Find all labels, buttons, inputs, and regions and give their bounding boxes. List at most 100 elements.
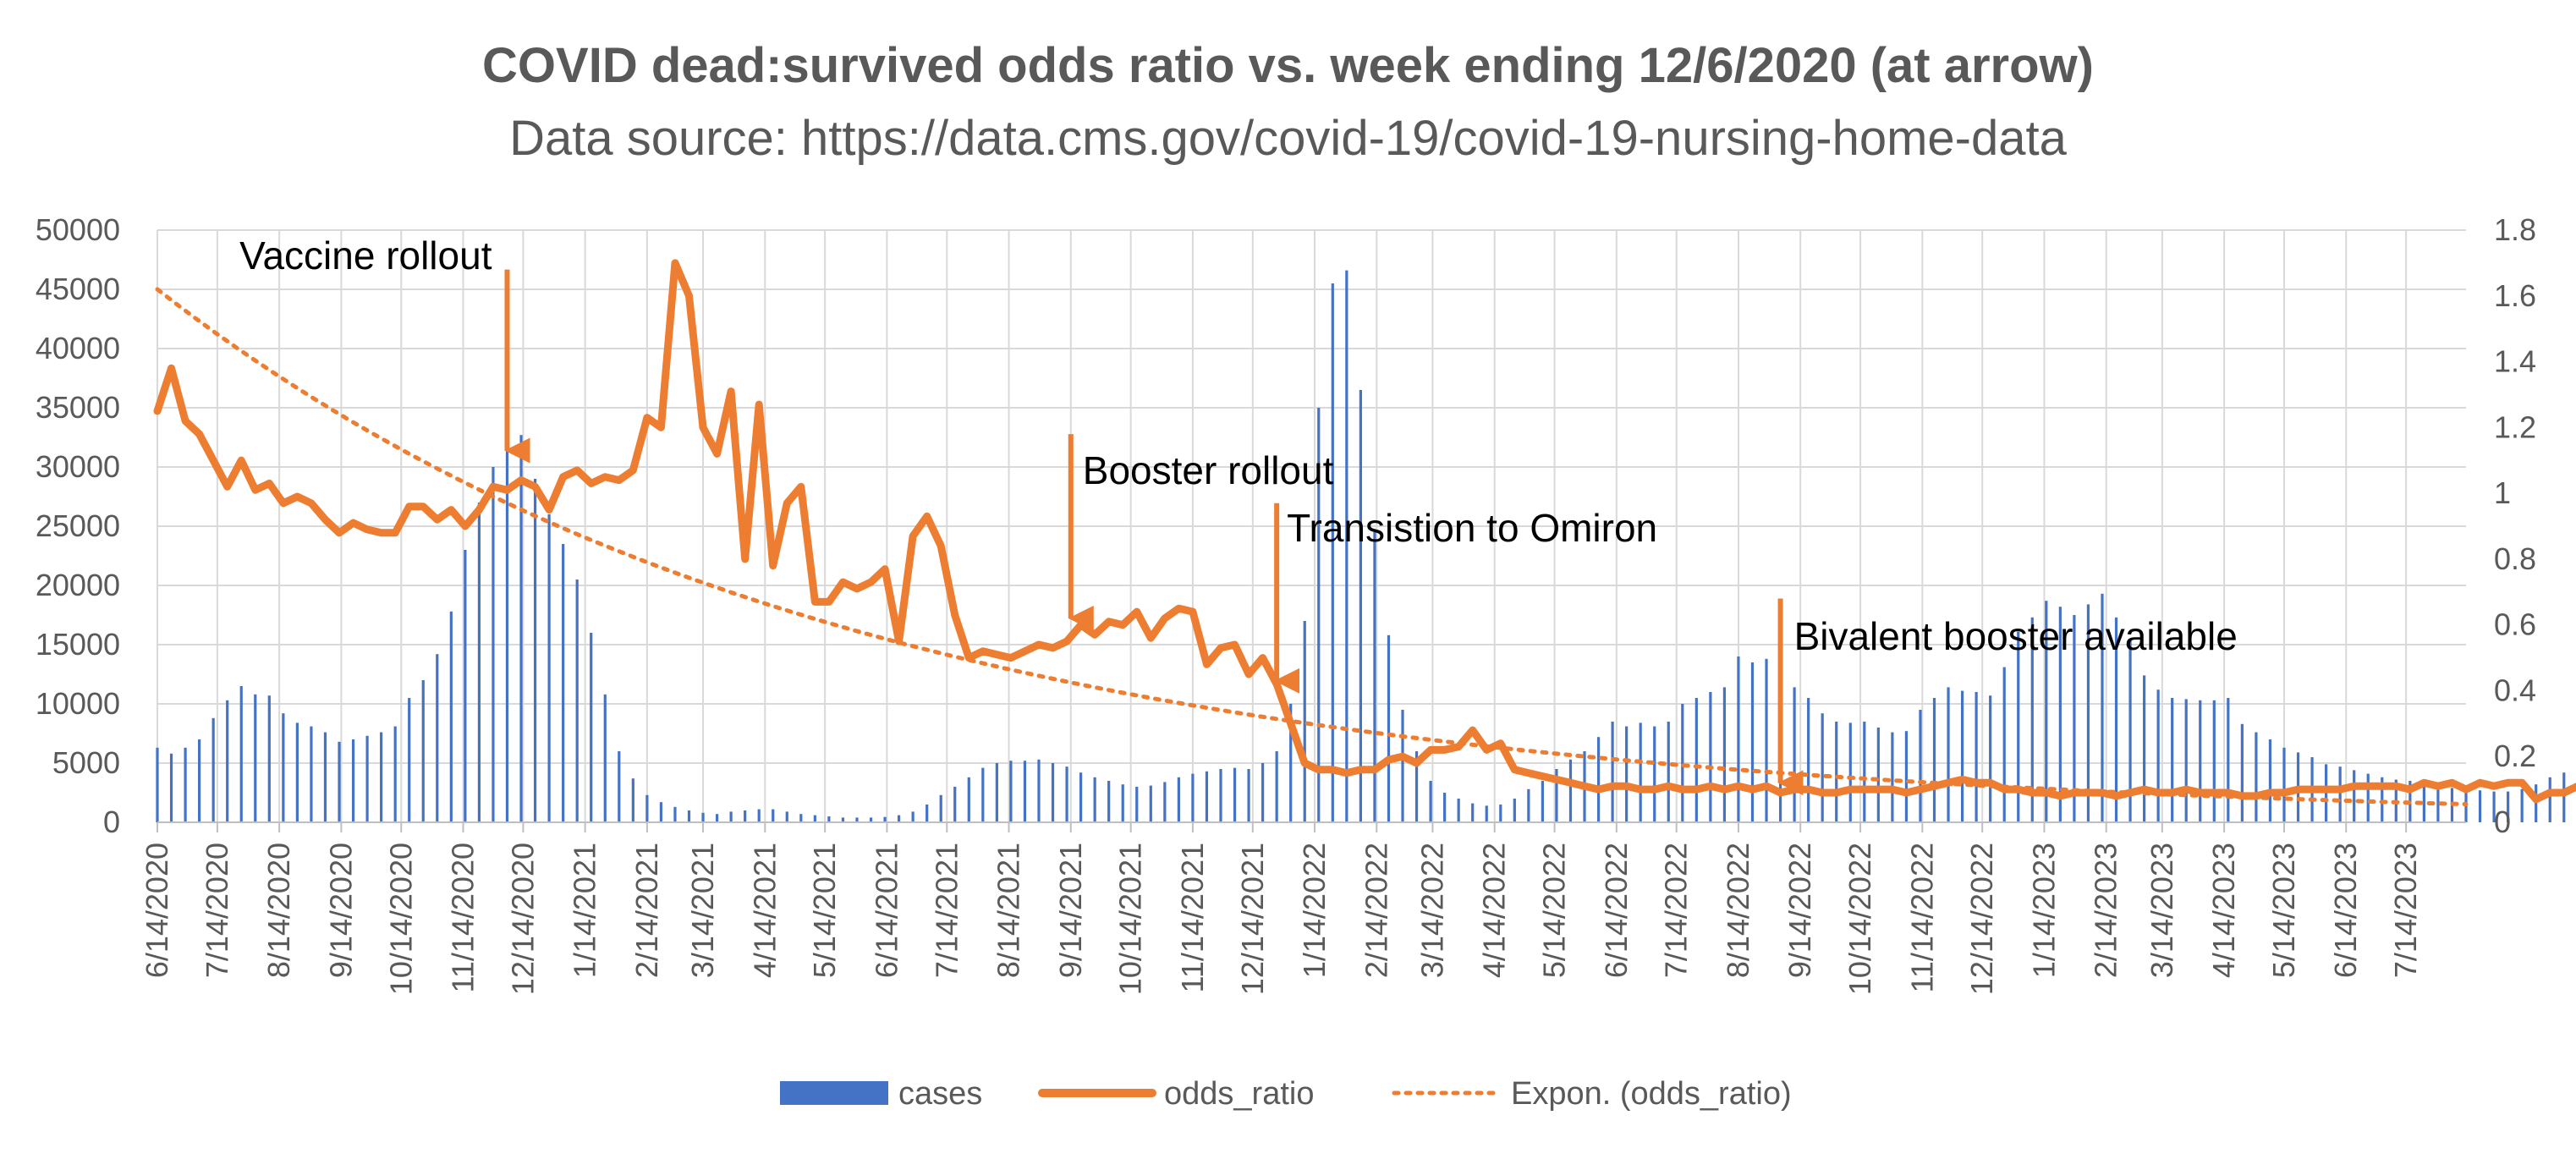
- y-left-tick-label: 20000: [36, 568, 120, 602]
- cases-bar: [1793, 687, 1796, 822]
- x-tick-label: 2/14/2023: [2089, 843, 2123, 978]
- x-tick-label: 1/14/2023: [2026, 843, 2061, 978]
- cases-bar: [799, 814, 803, 822]
- cases-bar: [239, 686, 243, 822]
- cases-bar: [1359, 390, 1362, 822]
- cases-bar: [1233, 767, 1237, 822]
- cases-bar: [436, 654, 439, 822]
- cases-bar: [1876, 728, 1880, 822]
- cases-bar: [1625, 726, 1629, 822]
- x-tick-label: 8/14/2020: [261, 843, 296, 978]
- cases-bar: [1485, 805, 1488, 822]
- cases-bar: [365, 735, 369, 822]
- cases-bar: [1499, 805, 1502, 822]
- cases-bar: [2366, 773, 2370, 822]
- legend-label-trendline: Expon. (odds_ratio): [1511, 1076, 1792, 1112]
- x-tick-label: 8/14/2021: [991, 843, 1026, 978]
- cases-bar: [351, 739, 355, 822]
- cases-bar: [2325, 764, 2328, 822]
- cases-bar: [2436, 785, 2440, 822]
- cases-bar: [2030, 617, 2034, 822]
- y-left-tick-label: 30000: [36, 449, 120, 484]
- cases-bar: [505, 437, 509, 822]
- cases-bar: [1541, 781, 1544, 822]
- cases-bar: [631, 778, 634, 822]
- cases-bar: [1275, 751, 1278, 822]
- y-right-tick-label: 0.2: [2494, 739, 2536, 773]
- cases-bar: [1694, 698, 1698, 822]
- cases-bar: [1401, 710, 1404, 822]
- cases-bar: [603, 694, 607, 822]
- cases-bar: [1611, 722, 1614, 822]
- annotation-label: Bivalent booster available: [1794, 614, 2238, 658]
- cases-bar: [1065, 766, 1068, 822]
- legend: cases odds_ratio Expon. (odds_ratio): [780, 1076, 1792, 1112]
- cases-bar: [2199, 700, 2202, 822]
- cases-bar: [1932, 698, 1936, 822]
- cases-bar: [1527, 788, 1530, 822]
- x-tick-label: 10/14/2022: [1843, 843, 1877, 995]
- x-tick-label: 5/14/2021: [807, 843, 842, 978]
- cases-bar: [1681, 704, 1684, 822]
- cases-bar: [380, 732, 383, 822]
- cases-bar: [2002, 667, 2006, 822]
- x-tick-label: 3/14/2023: [2145, 843, 2179, 978]
- cases-bar: [618, 751, 621, 822]
- cases-bar: [323, 732, 327, 822]
- cases-bar: [1079, 772, 1083, 822]
- cases-bar: [1387, 634, 1391, 822]
- cases-bar: [492, 467, 495, 822]
- cases-bar: [1807, 698, 1810, 822]
- x-tick-label: 1/14/2021: [568, 843, 602, 978]
- cases-bar: [2156, 689, 2160, 822]
- y-left-tick-label: 40000: [36, 331, 120, 365]
- cases-bar: [2142, 675, 2146, 822]
- cases-bar: [1373, 532, 1376, 822]
- cases-bar: [295, 722, 299, 822]
- y-left-tick-label: 45000: [36, 272, 120, 306]
- cases-bar: [925, 805, 929, 822]
- cases-bar: [2478, 790, 2482, 822]
- cases-bar: [1947, 687, 1950, 822]
- y-right-tick-label: 1.6: [2494, 278, 2536, 313]
- x-tick-label: 7/14/2021: [929, 843, 964, 978]
- cases-bar: [1121, 784, 1124, 822]
- cases-bar: [813, 815, 816, 822]
- cases-bar: [1414, 751, 1419, 822]
- cases-bar: [897, 815, 901, 822]
- cases-bar: [1863, 722, 1866, 822]
- trendline-layer: [155, 287, 2469, 807]
- x-tick-label: 12/14/2021: [1235, 843, 1270, 995]
- cases-bar: [967, 777, 970, 822]
- x-tick-label: 4/14/2022: [1477, 843, 1512, 978]
- x-tick-label: 3/14/2022: [1414, 843, 1449, 978]
- cases-bar: [2422, 783, 2425, 822]
- cases-bar: [2073, 615, 2076, 822]
- cases-bar: [547, 514, 551, 822]
- cases-bar: [2017, 631, 2020, 822]
- cases-bar: [953, 787, 957, 822]
- cases-bar: [1093, 777, 1096, 822]
- chart-title: COVID dead:survived odds ratio vs. week …: [482, 38, 2094, 93]
- cases-bar: [911, 811, 915, 822]
- cases-bar: [449, 611, 453, 822]
- cases-bar: [687, 810, 691, 822]
- cases-bar: [2045, 601, 2048, 822]
- cases-bar: [1457, 799, 1460, 822]
- cases-bar: [827, 816, 831, 822]
- cases-bar: [939, 794, 942, 822]
- cases-bar: [1596, 737, 1601, 822]
- cases-bar: [2128, 639, 2132, 822]
- annotations: Vaccine rollout Booster rollout Transistio…: [239, 233, 2238, 796]
- x-tick-label: 12/14/2022: [1964, 843, 1999, 995]
- cases-bar: [590, 633, 593, 822]
- cases-bar: [701, 812, 705, 822]
- cases-bar: [673, 806, 677, 822]
- annotation-label: Vaccine rollout: [239, 233, 492, 277]
- cases-bar: [1303, 621, 1306, 822]
- cases-bar: [310, 726, 313, 822]
- annotation-label: Transistion to Omiron: [1287, 506, 1657, 550]
- y-right-tick-label: 0.4: [2494, 673, 2536, 707]
- cases-bar: [408, 698, 411, 822]
